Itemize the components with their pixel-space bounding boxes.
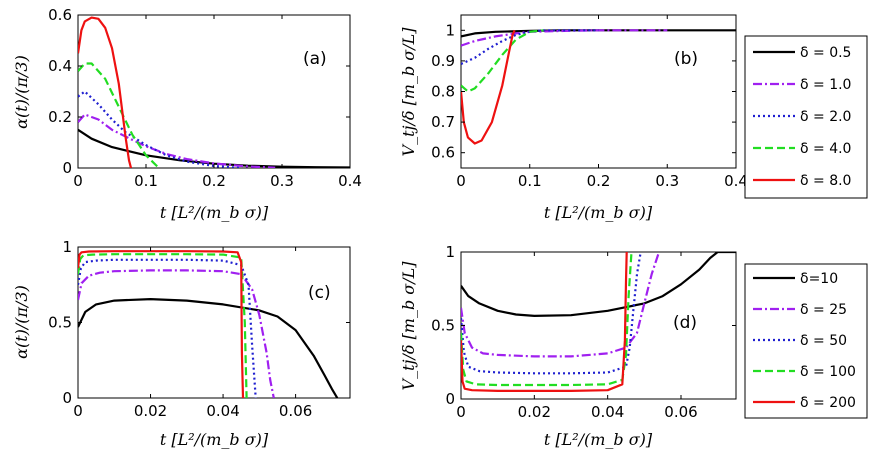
legend-top: δ = 0.5 δ = 1.0 δ = 2.0 δ = 4.0 δ = 8.0 [744, 35, 868, 199]
series-line-a-0 [78, 128, 350, 168]
legend-label: δ=10 [800, 271, 838, 287]
legend-label: δ = 1.0 [800, 77, 851, 93]
panel-b: 0 0.1 0.2 0.3 0.4 0.6 0.7 0.8 0.9 1 (b) t [L²/(m_… [399, 14, 748, 222]
series-layer-b [461, 29, 736, 145]
x-tick-label: 0.4 [724, 172, 748, 190]
y-tick-label: 0.4 [48, 57, 72, 75]
axes-frame-b [460, 14, 737, 169]
series-line-d-3 [461, 252, 633, 387]
series-line-c-1 [78, 269, 275, 398]
x-tick-label: 0 [456, 172, 466, 190]
y-tick-label: 0 [445, 390, 455, 408]
x-tick-label: 0.06 [664, 403, 697, 421]
x-axis-label-a: t [L²/(m_b σ)] [160, 203, 269, 222]
ticks-layer-a: 0 0.1 0.2 0.3 0.4 0 0.2 0.4 0.6 [48, 6, 362, 190]
y-tick-label: 0.5 [48, 314, 72, 332]
series-line-d-4 [461, 252, 628, 392]
legend-label: δ = 25 [800, 302, 847, 318]
y-tick-label: 0.5 [431, 317, 455, 335]
legend-top-frame [744, 35, 868, 199]
y-tick-label: 0.8 [431, 83, 455, 101]
x-axis-label-c: t [L²/(m_b σ)] [160, 430, 269, 449]
x-tick-label: 0 [73, 172, 83, 190]
x-tick-label: 0.02 [518, 403, 551, 421]
panel-d: 0 0.02 0.04 0.06 0 0.5 1 (d) t [L²/(m_b σ)] V_… [399, 243, 737, 449]
legend-label: δ = 2.0 [800, 109, 851, 125]
x-tick-label: 0.1 [518, 172, 542, 190]
x-tick-label: 0.06 [279, 402, 312, 420]
panel-a: 0 0.1 0.2 0.3 0.4 0 0.2 0.4 0.6 (a) t [L²/(m_b σ… [12, 6, 362, 222]
ticks-layer-c: 0 0.02 0.04 0.06 0 0.5 1 [48, 238, 350, 420]
series-line-c-3 [78, 253, 248, 398]
y-axis-label-d: V_tj/δ [m_b σ/L] [399, 261, 418, 391]
y-tick-label: 0 [62, 159, 72, 177]
x-tick-label: 0.02 [134, 402, 167, 420]
legend-label: δ = 200 [800, 395, 856, 411]
series-line-c-4 [78, 250, 245, 398]
x-tick-label: 0.2 [587, 172, 611, 190]
x-tick-label: 0 [73, 402, 83, 420]
y-tick-label: 0.6 [431, 144, 455, 162]
series-line-a-4 [78, 16, 133, 168]
panel-label-d: (d) [673, 313, 697, 333]
x-axis-label-d: t [L²/(m_b σ)] [544, 430, 653, 449]
y-tick-label: 0.6 [48, 6, 72, 24]
x-tick-label: 0 [456, 403, 466, 421]
legend-label: δ = 0.5 [800, 45, 851, 61]
x-tick-label: 0.4 [338, 172, 362, 190]
series-layer-d [461, 252, 736, 392]
panel-label-a: (a) [303, 49, 327, 69]
series-line-d-1 [461, 252, 661, 358]
series-line-b-3 [461, 29, 544, 93]
ticks-layer-d: 0 0.02 0.04 0.06 0 0.5 1 [431, 243, 736, 421]
series-line-a-3 [78, 62, 161, 168]
y-tick-label: 1 [445, 21, 455, 39]
series-line-d-2 [461, 252, 642, 375]
legend-label: δ = 4.0 [800, 141, 851, 157]
y-tick-label: 0 [62, 389, 72, 407]
y-tick-label: 0.2 [48, 108, 72, 126]
y-axis-label-c: α(t)/(π/3) [12, 285, 31, 359]
x-tick-label: 0.3 [655, 172, 679, 190]
x-tick-label: 0.04 [591, 403, 624, 421]
series-line-b-2 [461, 29, 599, 66]
panel-label-c: (c) [308, 283, 331, 303]
ticks-layer-b: 0 0.1 0.2 0.3 0.4 0.6 0.7 0.8 0.9 1 [431, 15, 748, 190]
series-line-d-0 [461, 252, 736, 317]
x-tick-label: 0.3 [270, 172, 294, 190]
legend-label: δ = 100 [800, 364, 856, 380]
legend-label: δ = 8.0 [800, 173, 851, 189]
x-axis-label-b: t [L²/(m_b σ)] [544, 203, 653, 222]
y-axis-label-a: α(t)/(π/3) [12, 55, 31, 129]
axes-frame-c [77, 246, 351, 399]
panel-label-b: (b) [674, 49, 698, 69]
legend-bottom-frame [744, 263, 868, 419]
y-tick-label: 1 [62, 238, 72, 256]
series-line-b-4 [461, 29, 516, 145]
series-layer-c [78, 250, 339, 398]
series-line-c-2 [78, 258, 257, 398]
y-tick-label: 0.9 [431, 52, 455, 70]
x-tick-label: 0.2 [202, 172, 226, 190]
series-line-c-0 [78, 298, 339, 398]
series-line-a-1 [78, 113, 276, 168]
y-tick-label: 0.7 [431, 113, 455, 131]
panel-c: 0 0.02 0.04 0.06 0 0.5 1 (c) t [L²/(m_b σ)] α(… [12, 238, 351, 449]
y-tick-label: 1 [445, 243, 455, 261]
series-layer-a [78, 16, 350, 168]
legend-label: δ = 50 [800, 333, 847, 349]
x-tick-label: 0.1 [134, 172, 158, 190]
y-axis-label-b: V_tj/δ [m_b σ/L] [399, 27, 418, 157]
legend-bottom: δ=10 δ = 25 δ = 50 δ = 100 δ = 200 [744, 263, 868, 419]
series-line-b-1 [461, 29, 668, 47]
x-tick-label: 0.04 [206, 402, 239, 420]
